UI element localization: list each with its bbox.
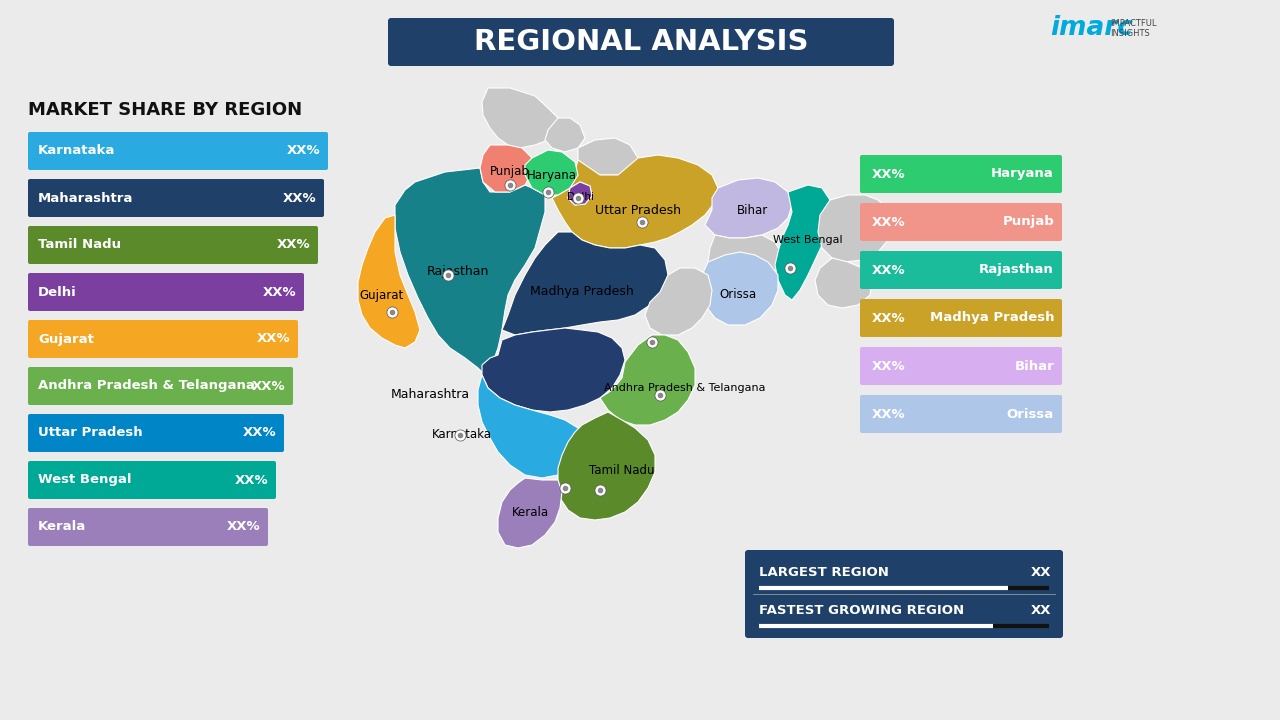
FancyBboxPatch shape — [28, 226, 317, 264]
Text: XX%: XX% — [234, 474, 268, 487]
Text: XX%: XX% — [872, 215, 906, 228]
Text: Karnataka: Karnataka — [38, 145, 115, 158]
Polygon shape — [705, 178, 792, 238]
FancyBboxPatch shape — [28, 461, 276, 499]
FancyBboxPatch shape — [28, 320, 298, 358]
Text: Madhya Pradesh: Madhya Pradesh — [929, 312, 1053, 325]
Polygon shape — [568, 182, 591, 205]
Text: Orissa: Orissa — [1007, 408, 1053, 420]
Polygon shape — [815, 258, 872, 308]
Text: Delhi: Delhi — [38, 286, 77, 299]
Text: LARGEST REGION: LARGEST REGION — [759, 565, 888, 578]
FancyBboxPatch shape — [28, 132, 328, 170]
FancyBboxPatch shape — [28, 367, 293, 405]
Text: Bihar: Bihar — [736, 204, 768, 217]
Text: REGIONAL ANALYSIS: REGIONAL ANALYSIS — [474, 28, 808, 56]
Text: Bihar: Bihar — [1014, 359, 1053, 372]
Text: Orissa: Orissa — [719, 289, 756, 302]
Text: West Bengal: West Bengal — [38, 474, 132, 487]
Text: Madhya Pradesh: Madhya Pradesh — [530, 286, 634, 299]
Text: Haryana: Haryana — [527, 168, 577, 181]
Text: MARKET SHARE BY REGION: MARKET SHARE BY REGION — [28, 101, 302, 119]
Polygon shape — [483, 328, 625, 412]
Polygon shape — [477, 375, 585, 478]
Text: Tamil Nadu: Tamil Nadu — [38, 238, 122, 251]
Polygon shape — [700, 252, 778, 325]
FancyBboxPatch shape — [388, 18, 893, 66]
Text: Punjab: Punjab — [1002, 215, 1053, 228]
Text: Rajasthan: Rajasthan — [979, 264, 1053, 276]
Polygon shape — [483, 88, 558, 148]
Text: FASTEST GROWING REGION: FASTEST GROWING REGION — [759, 603, 964, 616]
Polygon shape — [558, 412, 655, 520]
Text: XX%: XX% — [872, 168, 906, 181]
Text: XX%: XX% — [872, 359, 906, 372]
Text: Haryana: Haryana — [991, 168, 1053, 181]
FancyBboxPatch shape — [860, 347, 1062, 385]
Polygon shape — [525, 150, 579, 195]
Polygon shape — [502, 232, 668, 335]
Text: XX%: XX% — [283, 192, 316, 204]
Text: West Bengal: West Bengal — [773, 235, 842, 245]
Text: XX%: XX% — [872, 312, 906, 325]
Polygon shape — [480, 145, 532, 192]
Polygon shape — [396, 168, 545, 375]
Text: XX%: XX% — [242, 426, 276, 439]
Text: XX%: XX% — [287, 145, 320, 158]
Polygon shape — [818, 195, 892, 262]
Polygon shape — [358, 215, 420, 348]
FancyBboxPatch shape — [860, 251, 1062, 289]
Text: XX%: XX% — [227, 521, 260, 534]
Polygon shape — [600, 335, 695, 425]
Text: XX%: XX% — [256, 333, 291, 346]
FancyBboxPatch shape — [860, 299, 1062, 337]
FancyBboxPatch shape — [860, 203, 1062, 241]
Text: XX%: XX% — [262, 286, 296, 299]
Polygon shape — [552, 155, 718, 248]
FancyBboxPatch shape — [745, 550, 1062, 638]
Text: Tamil Nadu: Tamil Nadu — [589, 464, 655, 477]
Text: Gujarat: Gujarat — [38, 333, 93, 346]
Text: XX%: XX% — [276, 238, 310, 251]
Text: Maharashtra: Maharashtra — [390, 389, 470, 402]
FancyBboxPatch shape — [860, 155, 1062, 193]
Text: Uttar Pradesh: Uttar Pradesh — [595, 204, 681, 217]
FancyBboxPatch shape — [28, 508, 268, 546]
Text: XX: XX — [1030, 603, 1051, 616]
Polygon shape — [645, 268, 712, 335]
Text: imarc: imarc — [1050, 15, 1133, 41]
Text: IMPACTFUL: IMPACTFUL — [1110, 19, 1157, 27]
FancyBboxPatch shape — [28, 179, 324, 217]
Text: XX%: XX% — [872, 264, 906, 276]
Text: Karnataka: Karnataka — [433, 428, 492, 441]
Text: INSIGHTS: INSIGHTS — [1110, 29, 1149, 37]
Text: XX%: XX% — [872, 408, 906, 420]
Polygon shape — [708, 235, 782, 288]
Text: Maharashtra: Maharashtra — [38, 192, 133, 204]
Text: XX: XX — [1030, 565, 1051, 578]
Text: Punjab: Punjab — [490, 166, 530, 179]
Text: Delhi: Delhi — [567, 192, 594, 202]
Text: Uttar Pradesh: Uttar Pradesh — [38, 426, 142, 439]
Text: Rajasthan: Rajasthan — [426, 266, 489, 279]
Text: Andhra Pradesh & Telangana: Andhra Pradesh & Telangana — [604, 383, 765, 393]
Text: Gujarat: Gujarat — [360, 289, 404, 302]
Polygon shape — [498, 478, 562, 548]
Polygon shape — [545, 118, 585, 152]
FancyBboxPatch shape — [860, 395, 1062, 433]
Text: XX%: XX% — [251, 379, 285, 392]
Text: Kerala: Kerala — [512, 505, 549, 518]
Polygon shape — [774, 185, 832, 300]
Polygon shape — [579, 138, 637, 175]
FancyBboxPatch shape — [28, 273, 305, 311]
FancyBboxPatch shape — [28, 414, 284, 452]
Text: Andhra Pradesh & Telangana: Andhra Pradesh & Telangana — [38, 379, 255, 392]
Text: Kerala: Kerala — [38, 521, 86, 534]
